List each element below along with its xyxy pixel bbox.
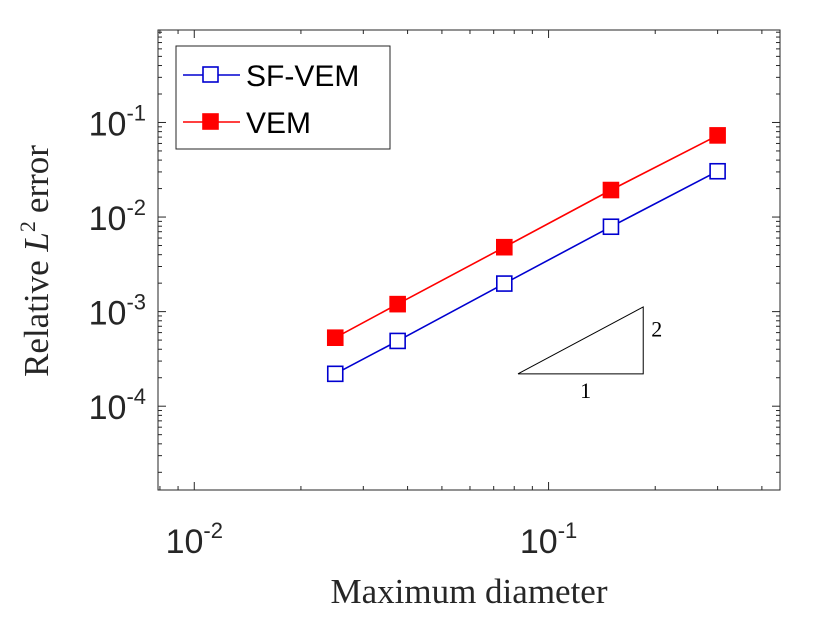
y-tick-label: 10-4 [89, 384, 146, 427]
series-group [326, 127, 726, 383]
data-point-vem [326, 329, 344, 347]
slope-triangle: 12 [517, 306, 662, 403]
legend: SF-VEM VEM [175, 45, 391, 150]
data-point-vem [389, 295, 406, 313]
y-axis-label: Relative L2error [15, 145, 56, 377]
x-axis-label: Maximum diameter [330, 572, 607, 611]
legend-marker-sf-vem [202, 66, 219, 83]
legend-label-vem: VEM [246, 107, 311, 140]
legend-box [175, 45, 391, 150]
plot-frame [157, 29, 781, 491]
data-point-sf-vem [709, 162, 726, 180]
y-tick-labels: 10-4 10-3 10-2 10-1 [89, 100, 146, 427]
data-point-sf-vem [389, 332, 406, 350]
x-tick-label: 10-2 [166, 518, 223, 561]
data-point-vem [602, 181, 620, 199]
legend-label-sf-vem: SF-VEM [246, 60, 359, 93]
y-tick-label: 10-3 [89, 290, 146, 333]
legend-entry-sf-vem: SF-VEM [183, 60, 359, 93]
x-tick-label: 10-1 [520, 518, 577, 561]
x-tick-labels: 10-2 10-1 [166, 518, 578, 561]
data-point-sf-vem [326, 365, 344, 383]
data-point-vem [496, 238, 513, 256]
y-tick-label: 10-1 [89, 100, 146, 143]
y-tick-label: 10-2 [89, 195, 146, 238]
slope-run-label: 1 [580, 378, 591, 403]
legend-entry-vem: VEM [183, 107, 311, 140]
major-ticks [158, 30, 780, 490]
minor-ticks [158, 30, 780, 490]
data-point-sf-vem [496, 275, 513, 292]
data-point-vem [709, 127, 726, 144]
slope-rise-label: 2 [651, 316, 662, 341]
data-point-sf-vem [602, 218, 620, 236]
legend-marker-vem [202, 113, 219, 130]
slope-triangle-outline [517, 306, 644, 375]
